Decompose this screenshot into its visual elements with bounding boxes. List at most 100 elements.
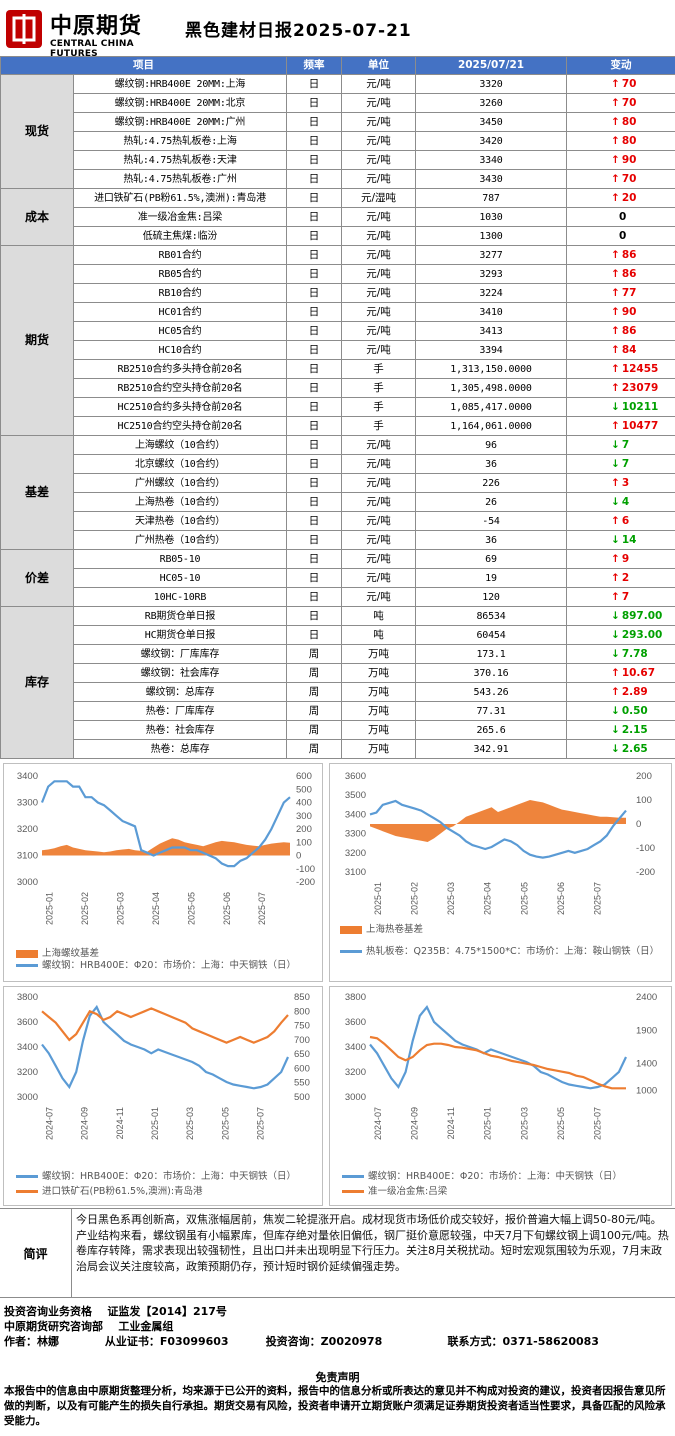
legend-swatch-line: [16, 1175, 38, 1178]
series-line-1: [369, 1035, 626, 1090]
table-row: 热轧:4.75热轧板卷:上海日元/吨 3420 ↑ 80: [1, 131, 675, 151]
frequency-cell: 日: [286, 188, 342, 208]
legend-entry: 进口铁矿石(PB粉61.5%,澳洲):青岛港: [16, 1186, 316, 1198]
table-row: 螺纹钢：总库存周万吨 543.26 ↑ 2.89: [1, 682, 675, 702]
frequency-cell: 日: [286, 587, 342, 607]
x-tick-label: 2025-05: [220, 1107, 230, 1140]
frequency-cell: 日: [286, 625, 342, 645]
value-cell: 173.1: [415, 644, 567, 664]
change-value: 12455: [621, 362, 659, 375]
frequency-cell: 日: [286, 264, 342, 284]
legend-entry: 螺纹钢：HRB400E：Φ20：市场价：上海：中天钢铁（日）: [16, 1171, 316, 1183]
footer-department-name: 中原期货研究咨询部: [4, 1320, 103, 1333]
item-cell: 热卷：厂库库存: [73, 701, 287, 721]
table-row: 现货 螺纹钢:HRB400E 20MM:上海日元/吨 3320 ↑ 70: [0, 74, 675, 189]
item-cell: 广州螺纹（10合约）: [73, 473, 287, 493]
series-line-1: [369, 799, 627, 859]
change-value: 897.00: [621, 609, 663, 622]
legend-entry: 上海热卷基差: [340, 924, 665, 936]
value-cell: 3224: [415, 283, 567, 303]
table-row: 天津热卷（10合约）日元/吨 -54 ↑ 6: [1, 511, 675, 531]
value-cell: 226: [415, 473, 567, 493]
footer-author: 作者：林娜: [4, 1335, 59, 1348]
unit-cell: 元/吨: [341, 131, 416, 151]
change-value: 7.78: [621, 647, 648, 660]
disclaimer-text: 本报告中的信息由中原期货整理分析，均来源于已公开的资料，报告中的信息分析或所表达…: [4, 1385, 666, 1427]
legend-entry: 螺纹钢：HRB400E：Φ20：市场价：上海：中天钢铁（日）: [16, 960, 316, 972]
change-cell: ↑ 3: [566, 473, 675, 493]
item-cell: 热轧:4.75热轧板卷:上海: [73, 131, 287, 151]
footer-qualification-label: 投资咨询业务资格: [4, 1305, 92, 1318]
x-tick-label: 2025-05: [519, 882, 529, 915]
change-value: 84: [621, 343, 637, 356]
unit-cell: 元/吨: [341, 112, 416, 132]
table-row: 库存 RB期货仓单日报日吨 86534 ↓ 897.00: [0, 606, 675, 759]
table-row: HC05合约日元/吨 3413 ↑ 86: [1, 321, 675, 341]
frequency-cell: 日: [286, 74, 342, 94]
arrow-up-icon: ↑: [611, 191, 620, 204]
frequency-cell: 日: [286, 169, 342, 189]
chart-legend: 螺纹钢：HRB400E：Φ20：市场价：上海：中天钢铁（日） 准一级冶金焦:吕梁: [342, 1171, 667, 1198]
x-tick-label: 2025-01: [483, 1107, 493, 1140]
item-cell: RB05合约: [73, 264, 287, 284]
change-value: 70: [621, 77, 637, 90]
frequency-cell: 日: [286, 131, 342, 151]
value-cell: 3260: [415, 93, 567, 113]
report-title: 黑色建材日报2025-07-21: [185, 21, 412, 41]
item-cell: HC2510合约多头持仓前20名: [73, 397, 287, 417]
change-cell: ↓ 0.50: [566, 701, 675, 721]
frequency-cell: 日: [286, 492, 342, 512]
change-cell: 0: [566, 207, 675, 227]
legend-entry: 准一级冶金焦:吕梁: [342, 1186, 667, 1198]
logo-chinese-name: 中原期货: [50, 13, 143, 39]
y-left-tick-label: 3000: [17, 877, 38, 888]
table-row: 期货 RB01合约日元/吨 3277 ↑ 86: [0, 245, 675, 436]
frequency-cell: 日: [286, 150, 342, 170]
y-left-tick-label: 3300: [345, 829, 366, 840]
unit-cell: 万吨: [341, 739, 416, 759]
change-value: 77: [621, 286, 637, 299]
series-line-1: [40, 780, 291, 868]
x-tick-label: 2025-02: [80, 892, 90, 925]
change-value: 2.89: [621, 685, 648, 698]
chart-legend: 螺纹钢：HRB400E：Φ20：市场价：上海：中天钢铁（日） 进口铁矿石(PB粉…: [16, 1171, 316, 1198]
arrow-down-icon: ↓: [611, 647, 620, 660]
series-line-0: [369, 1004, 627, 1090]
change-cell: ↑ 2.89: [566, 682, 675, 702]
arrow-up-icon: ↑: [611, 514, 620, 527]
value-cell: 77.31: [415, 701, 567, 721]
value-cell: 3413: [415, 321, 567, 341]
footer-qualification: 投资咨询业务资格 证监发【2014】217号: [4, 1304, 672, 1319]
unit-cell: 元/湿吨: [341, 188, 416, 208]
commentary-section: 简评 今日黑色系再创新高，双焦涨幅居前，焦炭二轮提涨开启。成材现货市场低价成交较…: [0, 1208, 675, 1298]
item-cell: 螺纹钢:HRB400E 20MM:北京: [73, 93, 287, 113]
change-cell: ↑ 70: [566, 74, 675, 94]
change-value: 0: [619, 210, 627, 223]
arrow-up-icon: ↑: [611, 96, 620, 109]
change-cell: ↑ 70: [566, 93, 675, 113]
arrow-down-icon: ↓: [611, 438, 620, 451]
table-row: RB05合约日元/吨 3293 ↑ 86: [1, 264, 675, 284]
change-cell: ↑ 12455: [566, 359, 675, 379]
arrow-up-icon: ↑: [611, 267, 620, 280]
x-tick-label: 2025-06: [222, 892, 232, 925]
value-cell: 36: [415, 530, 567, 550]
x-tick-label: 2025-01: [373, 882, 383, 915]
y-left-tick-label: 3600: [17, 1017, 38, 1028]
legend-label: 上海热卷基差: [366, 924, 424, 935]
arrow-up-icon: ↑: [611, 153, 620, 166]
y-right-tick-label: -200: [296, 877, 315, 888]
header-date: 2025/07/21: [415, 56, 567, 75]
arrow-up-icon: ↑: [611, 305, 620, 318]
report-footer: 投资咨询业务资格 证监发【2014】217号 中原期货研究咨询部 工业金属组 作…: [4, 1304, 672, 1349]
legend-swatch-line: [16, 964, 38, 967]
change-value: 10211: [621, 400, 659, 413]
y-right-tick-label: 700: [294, 1035, 310, 1046]
arrow-down-icon: ↓: [611, 628, 620, 641]
unit-cell: 元/吨: [341, 511, 416, 531]
frequency-cell: 周: [286, 682, 342, 702]
change-cell: ↓ 897.00: [566, 606, 675, 626]
footer-contact: 联系方式：0371-58620083: [447, 1335, 599, 1348]
change-cell: ↓ 293.00: [566, 625, 675, 645]
item-cell: RB2510合约空头持仓前20名: [73, 378, 287, 398]
